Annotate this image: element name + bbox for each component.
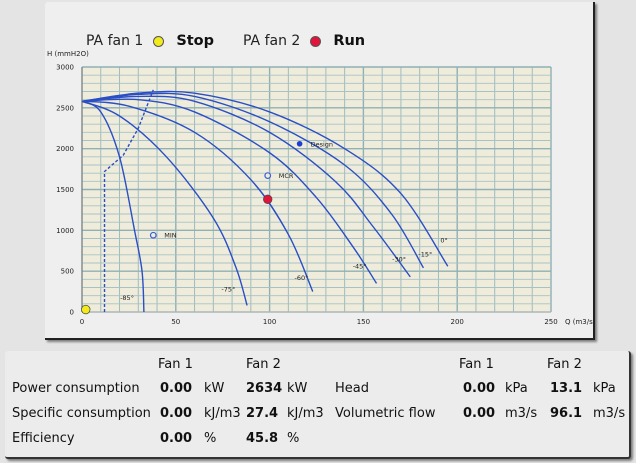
blade-angle-curve [81, 100, 145, 313]
curve-angle-label: -15° [418, 250, 432, 258]
fan1-label: PA fan 1 [86, 33, 144, 49]
fan1-unit: m3/s [505, 406, 538, 421]
fan2-status-dot-icon [310, 35, 322, 47]
fan2-state: Run [333, 33, 366, 49]
fan2-unit: m3/s [593, 406, 626, 421]
stats-panel: Fan 1 Fan 2 Fan 1 Fan 2 Power consumptio… [5, 351, 631, 459]
x-tick-label: 50 [171, 318, 180, 326]
fan2-value: 13.1 [550, 381, 583, 396]
fan2-unit: kJ/m3 [287, 406, 324, 421]
curve-angle-label: -75° [221, 286, 235, 294]
left-row-label: Power consumption [12, 381, 140, 396]
left-col-fan1-header: Fan 1 [158, 357, 193, 372]
x-tick-label: 0 [80, 318, 84, 326]
fan1-unit: % [204, 431, 217, 446]
y-axis-title: H (mmH2O) [47, 50, 89, 58]
reference-point-label: MIN [164, 232, 177, 240]
y-tick-label: 0 [70, 309, 74, 317]
blade-angle-curve [81, 95, 411, 278]
blade-angle-curve [81, 92, 425, 269]
blade-angle-curve [81, 100, 314, 292]
y-tick-label: 2500 [56, 104, 74, 112]
fan2-value: 2634 [246, 381, 283, 396]
fan1-value: 0.00 [160, 431, 193, 446]
x-tick-label: 150 [357, 318, 370, 326]
surge-line [103, 89, 154, 312]
fan1-value: 0.00 [463, 406, 496, 421]
fan2-value: 27.4 [246, 406, 279, 421]
fan2-unit: kW [287, 381, 308, 396]
right-col-fan1-header: Fan 1 [459, 357, 494, 372]
fan1-value: 0.00 [160, 381, 193, 396]
left-row-label: Specific consumption [12, 406, 151, 421]
legend-fan1: PA fan 1 Stop [86, 33, 214, 49]
y-tick-label: 1000 [56, 227, 74, 235]
curve-angle-label: -30° [392, 255, 406, 263]
operating-point-marker [81, 304, 91, 315]
fan2-value: 96.1 [550, 406, 583, 421]
fan1-unit: kW [204, 381, 225, 396]
fan1-unit: kPa [505, 381, 528, 396]
right-col-fan2-header: Fan 2 [547, 357, 582, 372]
curve-angle-label: 0° [440, 237, 447, 245]
fan1-value: 0.00 [160, 406, 193, 421]
blade-angle-curve [81, 90, 449, 267]
fan2-label: PA fan 2 [243, 33, 301, 49]
curve-angle-label: -45° [353, 263, 367, 271]
y-tick-label: 2000 [56, 145, 74, 153]
x-tick-label: 100 [263, 318, 276, 326]
y-tick-label: 3000 [56, 64, 74, 72]
right-row-label: Head [335, 381, 369, 396]
fan1-value: 0.00 [463, 381, 496, 396]
left-row-label: Efficiency [12, 431, 75, 446]
reference-point-marker [264, 172, 272, 180]
fan1-state: Stop [176, 33, 215, 49]
blade-angle-curve [81, 98, 378, 284]
x-tick-label: 250 [544, 318, 557, 326]
curve-angle-label: -60° [295, 274, 309, 282]
y-tick-label: 1500 [56, 186, 74, 194]
fan1-unit: kJ/m3 [204, 406, 241, 421]
legend-fan2: PA fan 2 Run [243, 33, 365, 49]
y-tick-label: 500 [61, 268, 74, 276]
reference-point-label: Design [311, 140, 333, 148]
reference-point-label: MCR [279, 172, 294, 180]
fan2-unit: kPa [593, 381, 616, 396]
blade-angle-curve [81, 100, 248, 306]
fan2-unit: % [287, 431, 300, 446]
fan-curve-chart: 0 500 1000 1500 2000 2500 3000 0 50 100 150 200 250 H… [47, 50, 596, 326]
fan1-status-dot-icon [153, 35, 165, 47]
left-col-fan2-header: Fan 2 [246, 357, 281, 372]
x-tick-label: 200 [451, 318, 464, 326]
operating-point-marker [263, 194, 273, 204]
reference-point-marker [149, 231, 157, 239]
x-axis-title: Q (m3/s) [565, 318, 596, 326]
curve-angle-label: -85° [120, 294, 134, 302]
reference-point-marker [296, 140, 303, 147]
right-row-label: Volumetric flow [335, 406, 436, 421]
fan2-value: 45.8 [246, 431, 279, 446]
